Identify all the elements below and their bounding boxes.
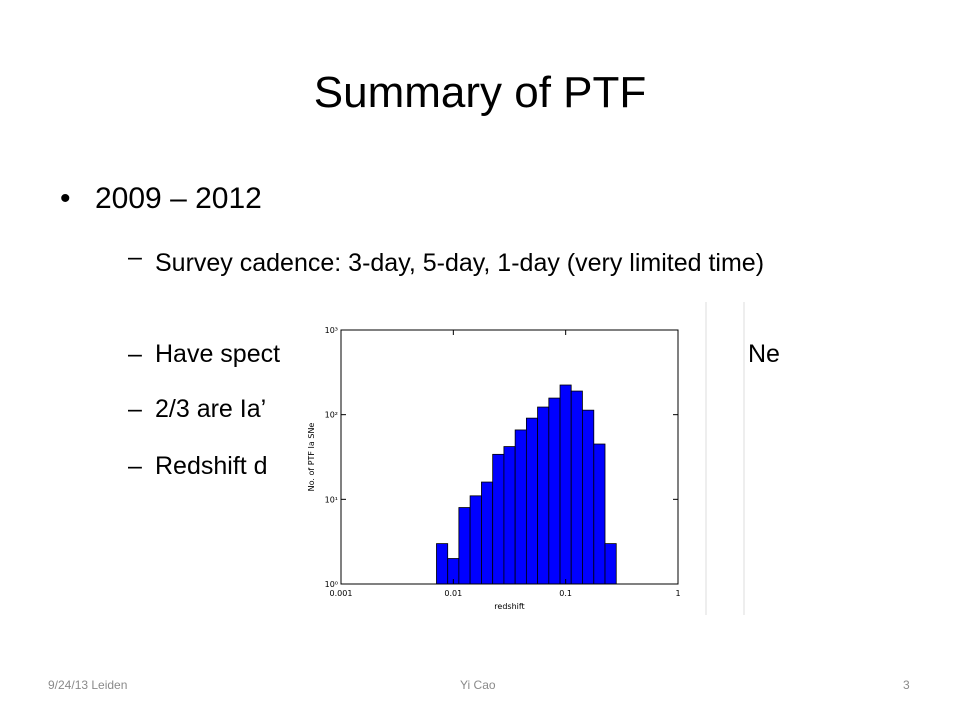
sub-bullet-marker: – [128,395,142,423]
sub-bullet-marker: – [128,452,142,480]
sub-bullet-text: Ne [748,340,780,368]
y-tick-label: 10² [325,411,338,420]
histogram-bar [514,429,527,585]
histogram-bar [525,417,538,585]
footer-page: 3 [903,678,910,692]
histogram-bar [593,443,606,585]
bullet-marker: • [60,182,71,215]
sub-bullet-marker: – [128,340,142,368]
footer-author: Yi Cao [460,678,496,692]
slide-title: Summary of PTF [313,68,647,117]
sub-bullet-text: Have spect [155,340,281,368]
x-tick-label: 0.001 [330,589,353,598]
histogram-bar [492,453,505,585]
plot-frame [340,329,679,585]
x-axis-label: redshift [494,602,524,611]
sub-bullet-marker: – [128,243,142,271]
sub-bullet-text: 2/3 are Ia’ [155,395,267,423]
footer-date: 9/24/13 Leiden [48,678,128,692]
sub-bullet-text: Redshift d [155,452,268,480]
histogram-bar [469,495,482,585]
y-tick-label: 10¹ [325,495,338,504]
histogram-bar [559,384,572,585]
y-axis-label: No. of PTF Ia SNe [307,423,316,492]
y-tick-label: 10³ [325,326,338,335]
histogram-bar [582,409,595,585]
x-tick-label: 0.1 [559,589,572,598]
histogram-bar [458,507,471,585]
x-tick-label: 0.01 [444,589,462,598]
histogram-bar [481,481,494,585]
histogram-bar [537,406,550,585]
bullet-text: 2009 – 2012 [95,182,262,215]
histogram-bar [548,397,561,585]
x-tick-label: 1 [675,589,680,598]
histogram-bar [436,543,449,585]
histogram-bar [604,543,617,585]
histogram-bar [503,446,516,585]
histogram-bar [570,390,583,585]
y-tick-label: 10⁰ [325,580,338,589]
sub-bullet-text: Survey cadence: 3-day, 5-day, 1-day (ver… [155,249,765,277]
